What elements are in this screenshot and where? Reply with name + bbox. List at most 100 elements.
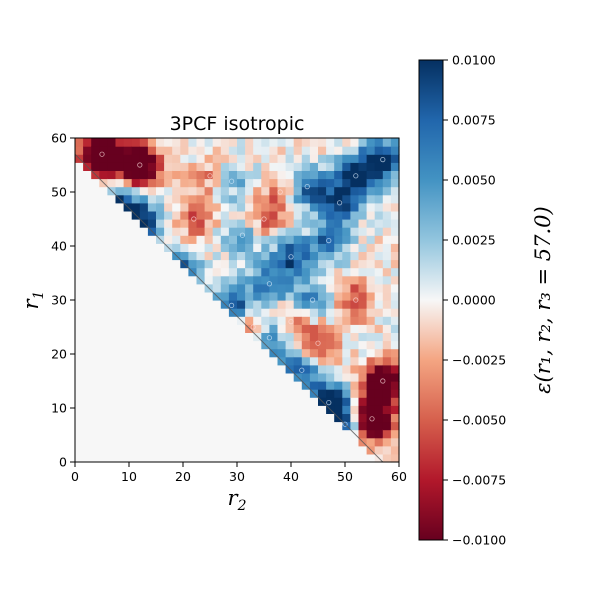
- heatmap-cell: [309, 381, 319, 390]
- heatmap-cell: [366, 332, 376, 342]
- heatmap-cell: [342, 283, 351, 293]
- heatmap-cell: [237, 178, 246, 188]
- heatmap-cell: [188, 154, 198, 163]
- heatmap-cell: [188, 146, 198, 155]
- blob-marker: [137, 162, 143, 168]
- heatmap-cell: [261, 170, 270, 180]
- heatmap-cell: [374, 421, 384, 431]
- heatmap-cell: [293, 275, 303, 285]
- heatmap-cell: [334, 389, 343, 398]
- heatmap-cell: [285, 348, 295, 358]
- heatmap-cell: [220, 146, 230, 155]
- heatmap-cell: [172, 227, 181, 236]
- heatmap-cell: [358, 421, 368, 431]
- heatmap-cell: [269, 178, 279, 188]
- heatmap-cell: [382, 186, 392, 196]
- heatmap-cell: [366, 308, 376, 317]
- heatmap-cell: [350, 413, 360, 423]
- heatmap-cell: [342, 138, 351, 147]
- heatmap-cell: [390, 348, 400, 358]
- heatmap-cell: [139, 178, 149, 188]
- heatmap-cell: [237, 162, 246, 171]
- heatmap-cell: [261, 300, 270, 309]
- heatmap-cell: [164, 162, 173, 171]
- heatmap-cell: [326, 364, 335, 374]
- heatmap-cell: [156, 202, 165, 212]
- blob-marker: [266, 335, 272, 341]
- heatmap-cell: [309, 372, 319, 382]
- heatmap-cell: [390, 162, 400, 171]
- heatmap-cell: [212, 170, 222, 180]
- heatmap-cell: [196, 138, 206, 147]
- heatmap-cell: [196, 186, 206, 196]
- heatmap-cell: [374, 259, 384, 269]
- heatmap-cell: [350, 178, 360, 188]
- heatmap-cell: [293, 348, 303, 358]
- heatmap-cell: [358, 243, 368, 252]
- y-tick-label: 60: [51, 131, 67, 146]
- heatmap-cell: [147, 202, 157, 212]
- heatmap-cell: [147, 154, 157, 163]
- heatmap-cell: [390, 202, 400, 212]
- heatmap-cell: [253, 202, 262, 212]
- heatmap-cell: [366, 389, 376, 398]
- heatmap-cell: [382, 283, 392, 293]
- heatmap-cell: [83, 138, 92, 147]
- x-axis: 0 10 20 30 40 50 60: [71, 462, 407, 484]
- heatmap-cell: [301, 219, 311, 228]
- heatmap-cell: [309, 364, 319, 374]
- heatmap-cell: [309, 300, 319, 309]
- heatmap-cell: [366, 194, 376, 204]
- heatmap-cell: [220, 162, 230, 171]
- heatmap-cell: [318, 267, 327, 277]
- blob-marker: [250, 324, 256, 330]
- heatmap-cell: [164, 194, 173, 204]
- heatmap-cell: [228, 202, 238, 212]
- heatmap-cell: [212, 154, 222, 163]
- heatmap-cell: [180, 194, 189, 204]
- y-tick-label: 10: [51, 401, 67, 416]
- heatmap-cell: [390, 291, 400, 301]
- heatmap-cell: [334, 316, 343, 325]
- heatmap-cell: [318, 138, 327, 147]
- heatmap-cell: [99, 146, 108, 155]
- heatmap-cell: [220, 283, 230, 293]
- heatmap-cell: [350, 235, 360, 244]
- heatmap-cell: [212, 267, 222, 277]
- heatmap-cell: [301, 364, 311, 374]
- heatmap-cell: [358, 267, 368, 277]
- heatmap-cell: [156, 227, 165, 236]
- heatmap-cell: [277, 227, 287, 236]
- heatmap-cell: [237, 251, 246, 261]
- heatmap-cell: [334, 178, 343, 188]
- heatmap-cell: [301, 146, 311, 155]
- heatmap-cell: [293, 235, 303, 244]
- heatmap-cell: [261, 146, 270, 155]
- heatmap-cell: [326, 324, 335, 333]
- heatmap-cell: [277, 138, 287, 147]
- heatmap-cell: [131, 154, 141, 163]
- heatmap-cell: [318, 283, 327, 293]
- heatmap-cell: [366, 251, 376, 261]
- heatmap-cell: [309, 275, 319, 285]
- heatmap-cell: [285, 138, 295, 147]
- heatmap-cell: [237, 283, 246, 293]
- heatmap-cell: [285, 235, 295, 244]
- heatmap-cell: [164, 210, 173, 220]
- heatmap-cell: [326, 162, 335, 171]
- heatmap-cell: [164, 154, 173, 163]
- heatmap-cell: [220, 178, 230, 188]
- y-tick-label: 40: [51, 239, 67, 254]
- heatmap-cell: [180, 251, 189, 261]
- heatmap-cell: [342, 202, 351, 212]
- heatmap-cell: [220, 219, 230, 228]
- heatmap-cell: [334, 291, 343, 301]
- heatmap-cell: [350, 340, 360, 350]
- heatmap-cell: [390, 332, 400, 342]
- heatmap-cell: [350, 283, 360, 293]
- heatmap-cell: [277, 332, 287, 342]
- heatmap-cell: [390, 275, 400, 285]
- heatmap-cell: [350, 421, 360, 431]
- heatmap-cell: [390, 364, 400, 374]
- heatmap-cell: [237, 259, 246, 269]
